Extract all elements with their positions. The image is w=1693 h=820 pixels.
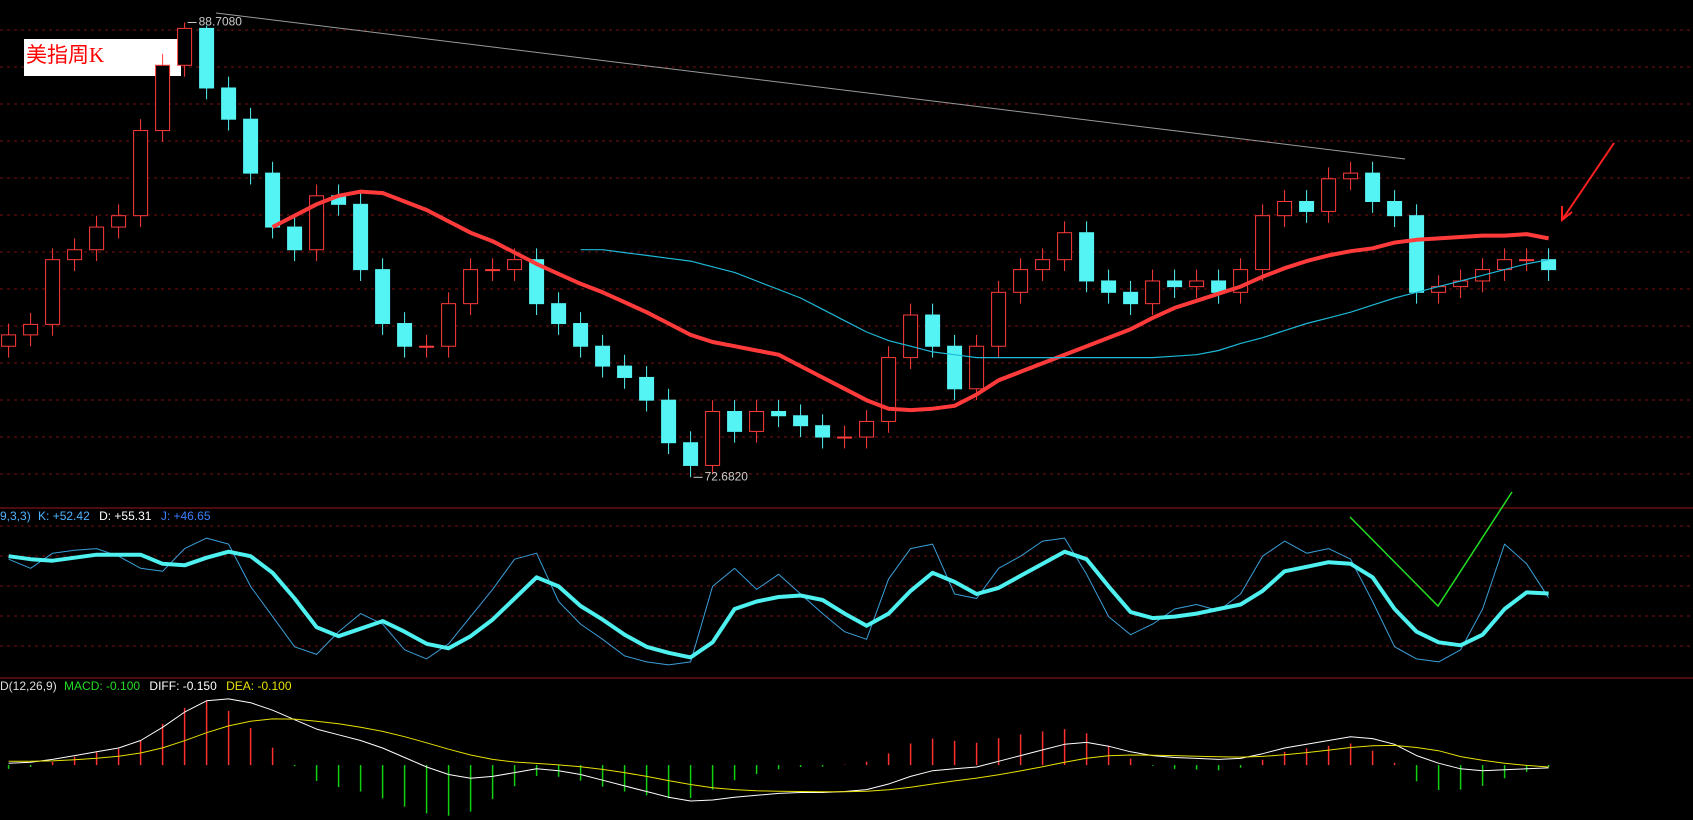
candle-body: [969, 345, 985, 390]
candle-body: [23, 323, 39, 336]
candle-body: [815, 425, 831, 438]
candle-body: [1167, 280, 1183, 288]
macd-label: MACD: -0.100: [64, 679, 140, 693]
candle-body: [155, 64, 171, 132]
candle-body: [1079, 232, 1095, 282]
candle-body: [1, 334, 17, 347]
candle-body: [89, 226, 105, 251]
j-label: J: +46.65: [161, 509, 211, 523]
candle-body: [793, 415, 809, 427]
line-series: [8, 549, 1549, 660]
k-label: K: +52.42: [38, 509, 90, 523]
candle-body: [309, 195, 325, 251]
candle-body: [485, 269, 501, 272]
candle-body: [507, 259, 523, 271]
candle-body: [1299, 200, 1315, 212]
candle-body: [837, 436, 853, 439]
candle-body: [551, 303, 567, 325]
line-series: [8, 698, 1549, 802]
candle-body: [1343, 172, 1359, 180]
candle-body: [1013, 269, 1029, 293]
candle-body: [947, 345, 963, 390]
candle-body: [397, 323, 413, 347]
d-label: D: +55.31: [99, 509, 152, 523]
line-series: [580, 249, 1549, 359]
candle-body: [265, 172, 281, 228]
candle-body: [375, 269, 391, 325]
macd-header: D(12,26,9) MACD: -0.100 DIFF: -0.150 DEA…: [0, 679, 292, 693]
diff-label: DIFF: -0.150: [149, 679, 217, 693]
candle-body: [177, 27, 193, 66]
candle-body: [705, 411, 721, 466]
candle-body: [1541, 259, 1557, 271]
candle-body: [1519, 259, 1535, 262]
macd-params: D(12,26,9): [0, 679, 57, 693]
candle-body: [1365, 172, 1381, 202]
candle-body: [1409, 215, 1425, 293]
candle-body: [573, 323, 589, 347]
candle-body: [881, 357, 897, 422]
candle-body: [1321, 178, 1337, 212]
candle-body: [771, 411, 787, 417]
trend-line: [215, 12, 1406, 160]
candle-body: [595, 345, 611, 367]
candle-body: [661, 399, 677, 444]
candle-body: [727, 411, 743, 432]
candle-body: [1035, 259, 1051, 271]
candle-body: [1387, 200, 1403, 217]
chart-title: 美指周K: [26, 43, 104, 67]
candle-body: [529, 259, 545, 305]
candle-body: [45, 259, 61, 325]
red-arrow: [1561, 142, 1615, 223]
candle-body: [441, 303, 457, 347]
candle-body: [617, 365, 633, 378]
title-box: [24, 39, 181, 76]
candle-body: [1189, 280, 1205, 288]
candle-body: [1255, 215, 1271, 271]
dea-label: DEA: -0.100: [226, 679, 292, 693]
candle-body: [683, 442, 699, 466]
candle-body: [243, 118, 259, 174]
candle-body: [749, 411, 765, 432]
candle-body: [353, 203, 369, 271]
candle-body: [1123, 291, 1139, 305]
candle-body: [1101, 280, 1117, 293]
v-pattern: [1349, 491, 1513, 608]
high-label: 88.7080: [199, 15, 243, 29]
line-series: [8, 537, 1550, 666]
candle-body: [287, 226, 303, 251]
candle-body: [419, 345, 435, 348]
candle-body: [133, 130, 149, 217]
candle-body: [1277, 200, 1293, 217]
candle-body: [67, 249, 83, 261]
candle-body: [859, 420, 875, 438]
candle-body: [925, 314, 941, 347]
line-series: [271, 189, 1549, 413]
candle-body: [463, 269, 479, 305]
candle-body: [199, 27, 215, 89]
kdj-params: 9,3,3): [0, 509, 31, 523]
candle-body: [639, 376, 655, 401]
candle-body: [903, 314, 919, 359]
candle-body: [1145, 280, 1161, 305]
candle-body: [1057, 232, 1073, 261]
line-series: [8, 718, 1549, 793]
candle-body: [111, 215, 127, 228]
kdj-header: 9,3,3) K: +52.42 D: +55.31 J: +46.65: [0, 509, 211, 523]
low-label: 72.6820: [705, 469, 749, 483]
candle-body: [991, 291, 1007, 347]
candle-body: [221, 87, 237, 120]
